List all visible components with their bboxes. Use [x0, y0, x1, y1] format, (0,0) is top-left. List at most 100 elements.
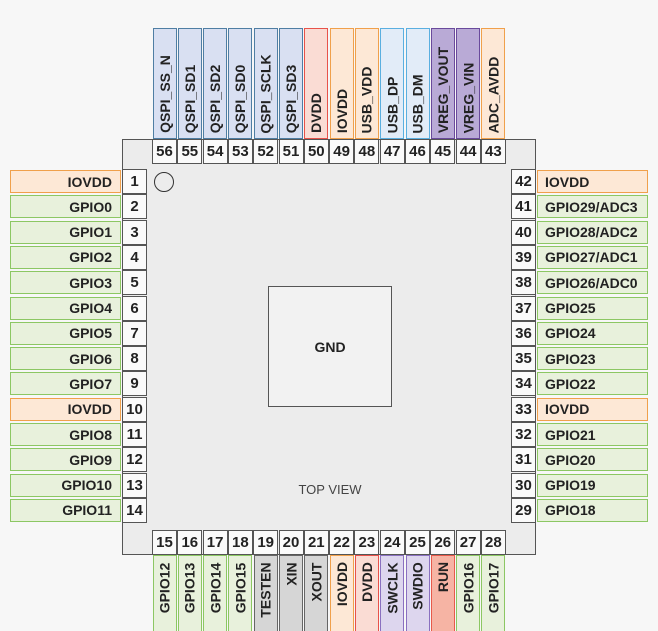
pin-label: GPIO24: [537, 321, 648, 345]
pin-label: GPIO10: [10, 473, 121, 497]
pin-number: 20: [278, 530, 304, 555]
pin-label: IOVDD: [329, 28, 354, 139]
pin-label: XOUT: [304, 555, 329, 631]
pin-number: 19: [253, 530, 279, 555]
pin1-marker: [154, 172, 174, 192]
pin-number: 40: [511, 219, 536, 245]
pin-label: GPIO15: [228, 555, 253, 631]
pin-number: 17: [202, 530, 228, 555]
pin-label: IOVDD: [329, 555, 354, 631]
pin-label: GPIO8: [10, 423, 121, 446]
pin-label: QSPI_SD0: [228, 28, 253, 139]
pin-number: 56: [152, 139, 177, 164]
pin-label: VREG_VIN: [456, 28, 481, 139]
pin-label-text: USB_DM: [409, 73, 426, 134]
pin-number: 37: [511, 295, 536, 321]
pin-number: 13: [122, 472, 147, 498]
pin-number: 1: [122, 169, 147, 194]
pin-number: 29: [511, 497, 536, 523]
pin-number: 16: [177, 530, 203, 555]
pin-number: 3: [122, 219, 147, 245]
pin-number: 12: [122, 447, 147, 473]
pin-label-text: GPIO14: [206, 562, 223, 613]
pin-label: GPIO25: [537, 296, 648, 320]
pin-label: GPIO17: [481, 555, 506, 631]
pin-label-text: USB_DP: [384, 76, 401, 133]
pin-label: GPIO28/ADC2: [537, 220, 648, 244]
pin-label: USB_DP: [380, 28, 405, 139]
pin-number: 26: [430, 530, 456, 555]
pin-number: 15: [152, 530, 177, 555]
pin-number: 36: [511, 320, 536, 346]
pin-number: 52: [253, 139, 279, 164]
pin-label: TESTEN: [253, 555, 278, 631]
pin-label: QSPI_SD2: [203, 28, 228, 139]
pin-number: 32: [511, 422, 536, 447]
pin-label-text: QSPI_SD2: [207, 64, 224, 134]
pin-label: ADC_AVDD: [481, 28, 506, 139]
pin-label: GPIO2: [10, 245, 121, 269]
pin-number: 8: [122, 346, 147, 372]
pin-number: 48: [354, 139, 380, 164]
pin-label: GPIO4: [10, 296, 121, 320]
pin-label-text: QSPI_SD0: [232, 64, 249, 134]
pin-label-text: GPIO12: [156, 562, 173, 613]
pin-label-text: DVDD: [308, 93, 325, 133]
pin-label: GPIO18: [537, 498, 648, 522]
pin-number: 21: [303, 530, 329, 555]
pin-number: 38: [511, 270, 536, 296]
pin-label-text: GPIO16: [459, 562, 476, 613]
pin-label-text: GPIO15: [232, 562, 249, 613]
pin-label-text: QSPI_SS_N: [156, 55, 173, 133]
pin-label-text: XIN: [283, 561, 300, 586]
pin-label-text: RUN: [434, 561, 451, 593]
pin-label: GPIO14: [203, 555, 228, 631]
pin-number: 4: [122, 244, 147, 270]
pin-number: 35: [511, 346, 536, 372]
pin-number: 24: [379, 530, 405, 555]
pin-label-text: QSPI_SCLK: [257, 53, 274, 134]
pin-label: XIN: [279, 555, 303, 631]
pin-number: 23: [354, 530, 380, 555]
pin-number: 44: [455, 139, 481, 164]
pin-number: 46: [405, 139, 430, 164]
pin-label: GPIO19: [537, 473, 648, 497]
pin-label: GPIO22: [537, 372, 648, 396]
pin-label: QSPI_SCLK: [253, 28, 278, 139]
pin-label: IOVDD: [537, 397, 648, 421]
pin-number: 39: [511, 244, 536, 270]
pin-label: IOVDD: [10, 170, 121, 193]
pin-label-text: GPIO17: [485, 562, 502, 613]
pin-label: QSPI_SS_N: [152, 28, 177, 139]
pin-label: USB_DM: [405, 28, 430, 139]
pin-number: 10: [122, 396, 147, 422]
pin-label: USB_VDD: [354, 28, 379, 139]
pin-label-text: GPIO13: [181, 562, 198, 613]
pin-label-text: USB_VDD: [358, 66, 375, 133]
pin-label-text: IOVDD: [333, 88, 350, 134]
pin-number: 22: [329, 530, 355, 555]
pin-label: GPIO29/ADC3: [537, 195, 648, 219]
pin-number: 51: [278, 139, 304, 164]
pin-label: GPIO21: [537, 423, 648, 446]
pin-label-text: DVDD: [358, 562, 375, 602]
pin-label: GPIO3: [10, 271, 121, 295]
pin-number: 43: [480, 139, 506, 164]
pin-label-text: ADC_AVDD: [485, 56, 502, 133]
pin-label: GPIO12: [152, 555, 177, 631]
pin-label-text: IOVDD: [333, 561, 350, 607]
pin-label-text: TESTEN: [257, 561, 274, 618]
pin-label: GPIO23: [537, 347, 648, 371]
pin-number: 34: [511, 371, 536, 397]
pin-number: 49: [329, 139, 355, 164]
pin-label: SWDIO: [405, 555, 430, 631]
pin-number: 18: [227, 530, 253, 555]
pin-number: 53: [227, 139, 253, 164]
pin-number: 55: [177, 139, 203, 164]
pin-label: GPIO27/ADC1: [537, 245, 648, 269]
pin-label: GPIO1: [10, 220, 121, 244]
pin-label: QSPI_SD3: [279, 28, 303, 139]
pin-label: DVDD: [304, 28, 329, 139]
pin-number: 45: [430, 139, 456, 164]
pin-number: 54: [202, 139, 228, 164]
